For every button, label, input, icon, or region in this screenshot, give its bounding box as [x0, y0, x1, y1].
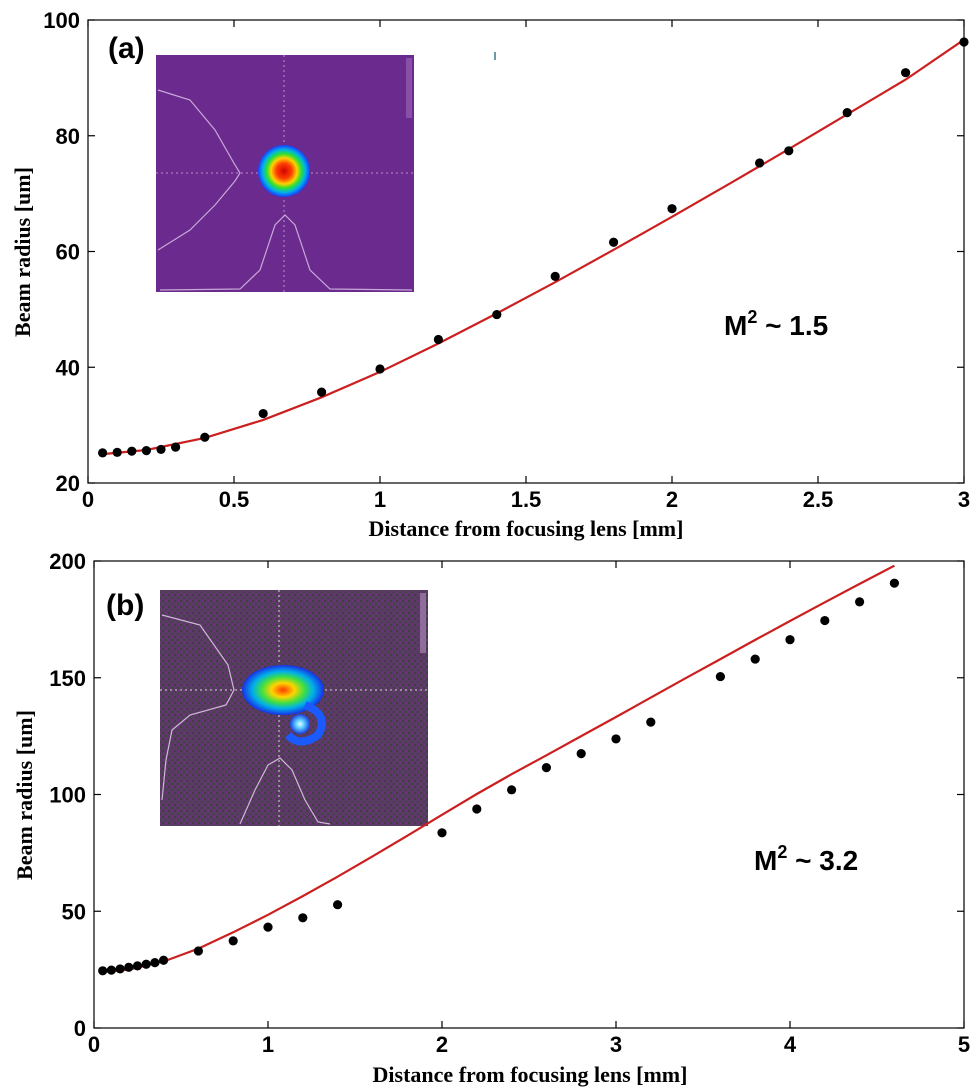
data-point — [98, 966, 108, 976]
data-point — [609, 237, 619, 247]
panel-a-y-axis-label: Beam radius [um] — [10, 167, 35, 337]
data-point — [611, 734, 621, 744]
x-tick-label: 0 — [88, 1032, 100, 1057]
x-tick-label: 1 — [262, 1032, 274, 1057]
panel-a-label: (a) — [108, 32, 145, 65]
y-tick-label: 100 — [43, 8, 80, 33]
panel-a-x-ticks: 0 0.5 1 1.5 2 2.5 3 — [82, 20, 970, 512]
data-point — [667, 204, 677, 214]
y-tick-label: 0 — [74, 1016, 86, 1041]
y-tick-label: 100 — [49, 783, 86, 808]
panel-b-x-ticks: 0 1 2 3 4 5 — [88, 561, 970, 1057]
panel-b-y-axis-label: Beam radius [um] — [12, 710, 37, 880]
panel-b-fit-curve — [102, 564, 895, 974]
data-point — [159, 955, 169, 965]
data-point — [842, 108, 852, 118]
x-tick-label: 1.5 — [511, 487, 542, 512]
data-point — [472, 804, 482, 814]
panel-b-x-axis-label: Distance from focusing lens [mm] — [373, 1062, 688, 1087]
data-point — [317, 387, 327, 397]
data-point — [576, 749, 586, 759]
data-point — [715, 671, 726, 682]
data-point — [141, 445, 151, 456]
beam-spot-a — [258, 145, 310, 197]
x-tick-label: 3 — [610, 1032, 622, 1057]
fit-line — [102, 38, 965, 456]
data-point — [784, 146, 794, 156]
data-point — [785, 635, 795, 645]
beam-spot-b — [242, 665, 324, 715]
data-point — [755, 158, 765, 168]
x-tick-label: 3 — [958, 487, 970, 512]
panel-a-y-ticks: 20 40 60 80 100 — [43, 8, 964, 496]
data-point — [298, 913, 308, 923]
data-point — [492, 309, 502, 320]
data-point — [228, 936, 238, 946]
beam-spot-b-secondary — [290, 714, 310, 734]
x-tick-label: 0 — [82, 487, 94, 512]
data-point — [112, 447, 122, 457]
data-point — [901, 68, 911, 78]
fit-line — [102, 564, 895, 974]
data-point — [156, 444, 166, 455]
panel-a: 0 0.5 1 1.5 2 2.5 3 20 40 60 80 100 (a) M2 ~ 1.5 D… — [10, 8, 970, 541]
data-point — [141, 959, 151, 969]
data-point — [959, 37, 969, 47]
x-tick-label: 2 — [666, 487, 678, 512]
x-tick-label: 2 — [436, 1032, 448, 1057]
y-tick-label: 40 — [56, 355, 80, 380]
y-tick-label: 60 — [56, 240, 80, 265]
data-point — [258, 408, 268, 419]
panel-b-y-ticks: 0 50 100 150 200 — [49, 549, 964, 1041]
data-point — [333, 900, 343, 910]
beam-profile-inset-b — [160, 590, 428, 826]
panel-a-x-axis-label: Distance from focusing lens [mm] — [369, 516, 684, 541]
panel-a-m2-annotation: M2 ~ 1.5 — [724, 307, 828, 341]
data-point — [193, 946, 203, 956]
data-point — [263, 922, 273, 932]
beam-profile-inset-a — [156, 55, 414, 292]
data-point — [507, 785, 517, 795]
data-point — [550, 271, 560, 281]
panel-a-fit-curve — [102, 38, 965, 456]
panel-b-data-points — [98, 578, 900, 976]
data-point — [541, 763, 552, 773]
x-tick-label: 0.5 — [219, 487, 250, 512]
data-point — [150, 958, 160, 968]
panel-b-m2-annotation: M2 ~ 3.2 — [754, 842, 858, 876]
data-point — [646, 717, 656, 727]
y-tick-label: 200 — [49, 549, 86, 574]
y-tick-label: 20 — [56, 471, 80, 496]
panel-a-data-points — [98, 37, 969, 458]
x-tick-label: 2.5 — [803, 487, 834, 512]
y-tick-label: 150 — [49, 666, 86, 691]
data-point — [750, 654, 760, 664]
data-point — [171, 442, 181, 452]
x-tick-label: 5 — [958, 1032, 970, 1057]
data-point — [437, 828, 447, 838]
data-point — [106, 965, 116, 975]
data-point — [200, 432, 210, 442]
x-tick-label: 4 — [784, 1032, 797, 1057]
data-point — [132, 961, 143, 971]
y-tick-label: 80 — [56, 124, 80, 149]
panel-b: 0 1 2 3 4 5 0 50 100 150 200 (b) M2 ~ 3.2 Distanc… — [12, 549, 970, 1087]
data-point — [433, 334, 443, 345]
data-point — [375, 364, 385, 374]
data-point — [98, 448, 108, 458]
data-point — [820, 615, 830, 626]
data-point — [124, 962, 134, 972]
y-tick-label: 50 — [62, 899, 86, 924]
data-point — [115, 964, 125, 974]
x-tick-label: 1 — [374, 487, 386, 512]
data-point — [889, 578, 900, 588]
data-point — [127, 446, 137, 456]
panel-b-label: (b) — [106, 589, 144, 622]
data-point — [855, 597, 865, 607]
